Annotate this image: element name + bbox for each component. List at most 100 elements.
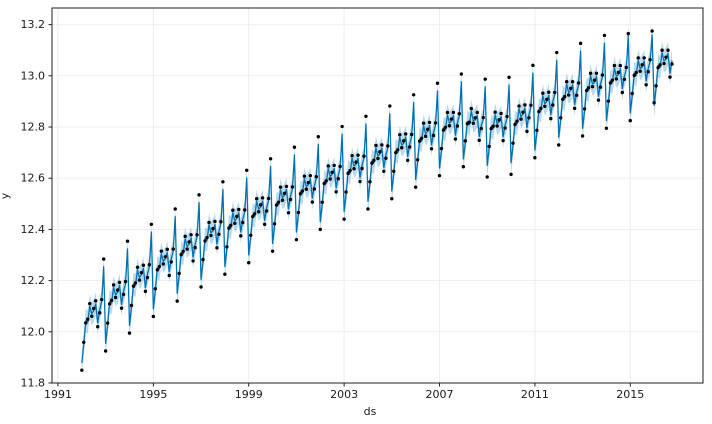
data-point [115, 288, 120, 292]
data-point [249, 233, 253, 237]
data-point [384, 156, 388, 160]
data-point [632, 73, 636, 78]
data-point [288, 197, 293, 202]
x-axis-label: ds [363, 405, 377, 418]
data-point [129, 303, 134, 308]
data-point [497, 118, 501, 122]
data-point [155, 268, 160, 272]
data-point [429, 147, 434, 151]
data-point [374, 143, 378, 148]
data-point [662, 61, 666, 66]
data-point [151, 314, 156, 319]
data-point [495, 124, 499, 128]
data-point [562, 94, 567, 99]
data-point [664, 55, 668, 59]
data-point [324, 179, 328, 183]
data-point [217, 232, 221, 236]
data-point [417, 139, 422, 143]
data-point [316, 135, 320, 139]
data-point [169, 260, 173, 264]
data-point [455, 124, 460, 128]
data-point [272, 222, 277, 226]
data-point [90, 314, 94, 318]
data-point [191, 259, 195, 263]
data-point [419, 136, 424, 140]
data-point [473, 116, 477, 120]
data-point [499, 111, 503, 116]
data-point [489, 126, 493, 131]
data-point [211, 226, 215, 231]
data-point [197, 193, 201, 197]
data-point [411, 93, 416, 97]
data-point [400, 146, 404, 150]
data-point [266, 196, 271, 201]
data-point [628, 118, 632, 123]
data-point [390, 197, 394, 201]
data-point [205, 235, 209, 240]
data-point [654, 84, 658, 88]
data-point [461, 165, 466, 169]
data-point [396, 148, 400, 152]
data-point [149, 222, 154, 226]
data-point [610, 78, 615, 82]
data-point [165, 247, 169, 252]
data-point [161, 262, 165, 266]
data-point [392, 169, 396, 174]
data-point [485, 175, 489, 179]
data-point [328, 177, 332, 181]
data-point [256, 210, 261, 214]
data-point [245, 168, 249, 172]
data-point [280, 198, 285, 202]
data-point [471, 121, 475, 125]
data-point [159, 249, 163, 253]
data-point [372, 158, 376, 162]
data-point [402, 139, 406, 143]
data-point [157, 264, 162, 269]
data-point [622, 77, 627, 82]
data-point [84, 321, 88, 325]
data-point [415, 158, 420, 162]
data-point [233, 221, 237, 225]
data-point [574, 93, 579, 97]
data-point [608, 81, 613, 85]
data-point [213, 219, 217, 224]
data-point [113, 295, 118, 300]
data-point [467, 120, 472, 124]
data-point [294, 237, 299, 242]
data-point [344, 190, 348, 194]
data-point [298, 192, 303, 196]
data-point [326, 164, 330, 168]
data-point [427, 120, 432, 125]
data-point [101, 257, 106, 261]
data-point [642, 56, 646, 60]
data-point [451, 110, 456, 115]
data-point [80, 368, 84, 372]
data-point [135, 265, 140, 269]
data-point [501, 138, 505, 143]
x-tick-label: 2003 [330, 388, 358, 401]
data-point [521, 110, 525, 114]
data-point [463, 139, 468, 143]
data-point [262, 222, 267, 226]
data-point [177, 271, 181, 276]
y-tick-label: 12.0 [21, 325, 46, 338]
data-point [511, 141, 515, 145]
plot-border [51, 7, 704, 384]
data-point [525, 129, 529, 134]
data-point [578, 41, 583, 46]
data-point [404, 132, 408, 136]
data-point [276, 200, 281, 204]
data-point [282, 191, 287, 196]
data-point [119, 306, 124, 310]
data-point [531, 63, 535, 68]
data-point [346, 171, 350, 176]
data-point [441, 128, 446, 132]
data-point [626, 31, 630, 36]
data-point [260, 196, 265, 200]
data-point [223, 272, 227, 276]
data-point [306, 180, 311, 185]
data-point [225, 245, 229, 249]
data-point [105, 321, 110, 325]
data-point [568, 86, 573, 91]
